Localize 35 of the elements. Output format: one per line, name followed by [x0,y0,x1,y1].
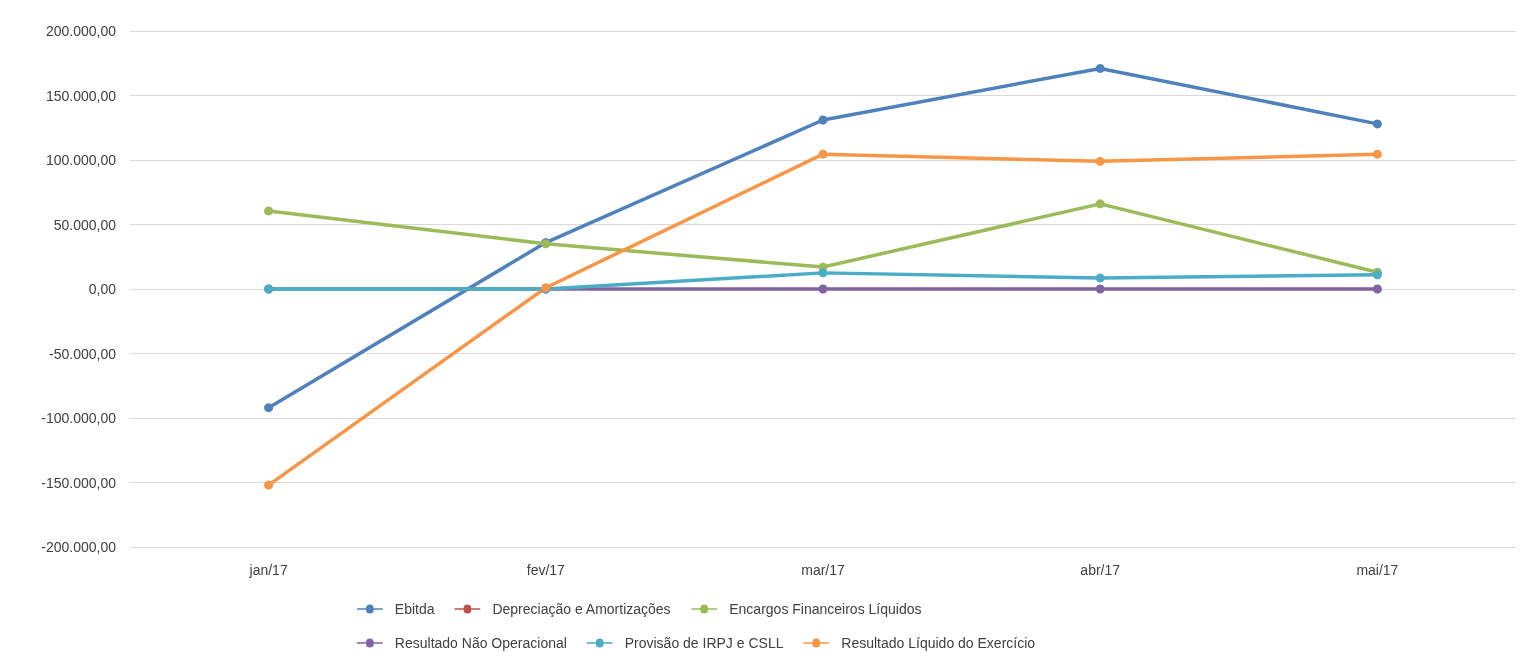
y-tick-label: -200.000,00 [41,539,117,555]
legend-label: Resultado Líquido do Exercício [841,635,1036,651]
point [1095,63,1105,73]
point [264,480,274,490]
legend-label: Depreciação e Amortizações [492,601,671,617]
y-tick-label: -150.000,00 [41,474,117,491]
point [1372,284,1382,294]
y-tick-label: 150.000,00 [45,87,117,104]
point [264,403,274,413]
point [1372,119,1382,129]
legend-label: Resultado Não Operacional [394,635,567,651]
point [1372,149,1382,159]
x-tick-label: mar/17 [801,562,845,578]
legend-label: Provisão de IRPJ e CSLL [624,635,784,651]
x-tick-label: jan/17 [248,562,288,578]
x-tick-label: mai/17 [1356,562,1399,578]
x-tick-label: abr/17 [1080,562,1121,578]
y-tick-label: -100.000,00 [41,410,117,426]
point [818,115,828,125]
x-tick-label: fev/17 [526,562,566,578]
point [1095,273,1105,283]
legend-label: Encargos Financeiros Líquidos [729,601,922,617]
point [818,268,828,278]
point [1095,284,1105,294]
legend-label: Ebitda [394,601,435,617]
point [264,206,274,216]
point [818,284,828,294]
y-tick-label: 0,00 [88,281,117,297]
point [1095,156,1105,166]
point [818,149,828,159]
y-tick-label: -50.000,00 [49,345,117,362]
y-tick-label: 200.000,00 [45,23,117,39]
point [1095,199,1105,209]
y-tick-label: 100.000,00 [45,152,117,168]
y-tick-label: 50.000,00 [53,216,117,233]
